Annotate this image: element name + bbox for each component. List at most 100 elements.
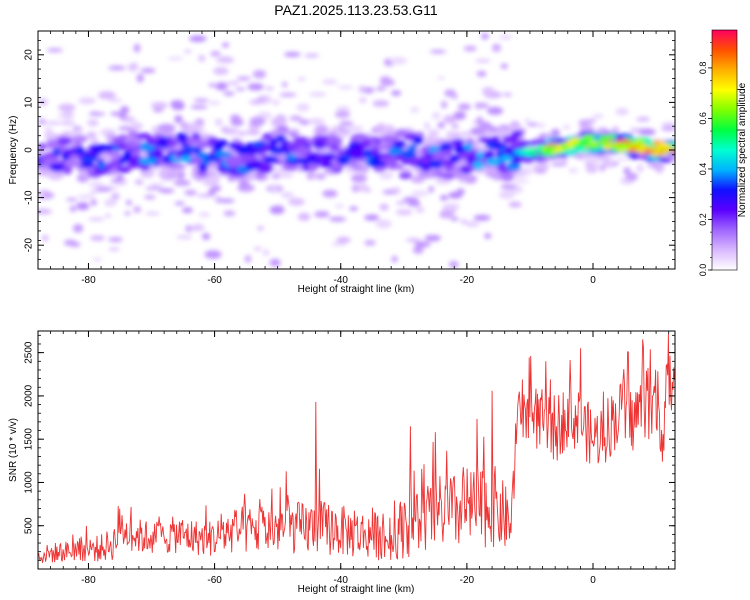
spectrogram-noise-cell	[270, 186, 278, 192]
spectrogram-noise-cell	[278, 173, 294, 178]
spectrogram-noise-cell	[221, 42, 230, 48]
spectrogram-noise-cell	[465, 221, 480, 227]
spectrogram-noise-cell	[364, 214, 380, 221]
spectrogram-noise-cell	[145, 186, 163, 191]
spectrogram-noise-cell	[158, 188, 175, 194]
spectrogram-noise-cell	[362, 87, 375, 94]
spectrogram-ridge-cell	[451, 138, 465, 146]
spectrogram-ridge-cell	[86, 131, 97, 139]
spectrogram-ridge-cell	[392, 140, 407, 149]
spectrogram-noise-cell	[463, 45, 477, 52]
spectrogram-noise-cell	[578, 119, 590, 126]
spectrogram-noise-cell	[378, 171, 394, 180]
spectrogram-noise-cell	[90, 235, 105, 241]
spectrogram-ridge-cell	[236, 145, 252, 155]
spectrogram-noise-cell	[481, 86, 495, 96]
spectrogram-noise-cell	[69, 205, 77, 213]
spectrogram-noise-cell	[322, 189, 338, 198]
spectrogram-x-tick-label: 0	[590, 275, 596, 286]
spectrogram-noise-cell	[44, 126, 53, 136]
spectrogram-noise-cell	[108, 237, 123, 243]
spectrogram-noise-cell	[439, 211, 454, 219]
snr-x-tick-label: -20	[460, 575, 475, 586]
spectrogram-noise-cell	[646, 163, 659, 168]
spectrogram-noise-cell	[133, 43, 141, 53]
spectrogram-ridge-cell	[485, 158, 501, 166]
spectrogram-noise-cell	[135, 179, 144, 185]
spectrogram-noise-cell	[498, 190, 515, 200]
snr-y-tick-label: 2000	[24, 384, 35, 407]
snr-y-tick-label: 1000	[24, 471, 35, 494]
spectrogram-ridge-cell	[427, 160, 443, 169]
spectrogram-noise-cell	[579, 124, 594, 133]
spectrogram-ridge-cell	[179, 121, 189, 130]
spectrogram-ridge-cell	[374, 144, 392, 151]
spectrogram-noise-cell	[223, 91, 235, 96]
snr-y-tick-label: 1500	[24, 428, 35, 451]
spectrogram-ridge-cell	[293, 136, 309, 145]
spectrogram-ridge-cell	[57, 139, 72, 146]
spectrogram-noise-cell	[143, 194, 156, 200]
spectrogram-noise-cell	[372, 100, 390, 107]
spectrogram-ridge-cell	[308, 162, 318, 172]
spectrogram-noise-cell	[281, 81, 288, 88]
spectrogram-noise-cell	[104, 198, 117, 207]
spectrogram-noise-cell	[56, 114, 74, 118]
spectrogram-ridge-cell	[180, 155, 193, 163]
spectrogram-marks	[38, 33, 675, 268]
spectrogram-noise-cell	[382, 189, 397, 195]
spectrogram-ridge-cell	[67, 159, 82, 168]
spectrogram-noise-cell	[314, 211, 330, 218]
spectrogram-y-tick-label: 0	[24, 147, 35, 153]
spectrogram-y-tick-label: 20	[24, 49, 35, 61]
spectrogram-noise-cell	[77, 194, 95, 199]
spectrogram-noise-cell	[89, 189, 98, 195]
spectrogram-ridge-cell	[117, 143, 129, 151]
spectrogram-noise-cell	[390, 90, 402, 96]
spectrogram-noise-cell	[108, 98, 123, 103]
spectrogram-noise-cell	[173, 179, 191, 187]
spectrogram-ridge-cell	[146, 137, 158, 146]
spectrogram-x-axis-label: Height of straight line (km)	[298, 284, 415, 295]
spectrogram-noise-cell	[500, 63, 509, 69]
spectrogram-noise-cell	[451, 124, 459, 129]
spectrogram-ridge-cell	[197, 140, 209, 149]
spectrogram-noise-cell	[92, 257, 102, 261]
figure-title: PAZ1.2025.113.23.53.G11	[274, 2, 438, 18]
spectrogram-noise-cell	[237, 131, 247, 137]
spectrogram-noise-cell	[90, 199, 97, 206]
spectrogram-noise-cell	[38, 118, 46, 125]
spectrogram-noise-cell	[57, 103, 76, 112]
spectrogram-noise-cell	[208, 83, 216, 87]
spectrogram-noise-cell	[288, 198, 305, 206]
spectrogram-noise-cell	[308, 92, 327, 97]
spectrogram-ridge-cell	[320, 153, 336, 162]
spectrogram-noise-cell	[500, 183, 517, 190]
spectrogram-ridge-cell	[482, 150, 495, 159]
spectrogram-noise-cell	[591, 113, 604, 119]
spectrogram-noise-cell	[174, 115, 183, 124]
spectrogram-ridge-cell	[463, 174, 478, 184]
spectrogram-ridge-cell	[350, 162, 363, 171]
spectrogram-noise-cell	[615, 108, 629, 116]
colorbar-tick-label: 0.4	[698, 163, 708, 176]
spectrogram-ridge-cell	[499, 154, 515, 161]
spectrogram-ridge-cell	[227, 155, 243, 165]
spectrogram-noise-cell	[625, 172, 638, 181]
snr-panel: -80 -60 -40 -20 0 500 1000 1500 2000 2500 Height …	[8, 330, 676, 595]
spectrogram-noise-cell	[215, 82, 228, 91]
spectrogram-noise-cell	[88, 112, 106, 116]
spectrogram-noise-cell	[226, 81, 240, 86]
spectrogram-noise-cell	[176, 235, 193, 240]
spectrogram-noise-cell	[193, 98, 209, 103]
spectrogram-ridge-cell	[412, 135, 424, 146]
spectrogram-noise-cell	[46, 48, 63, 53]
spectrogram-ridge-cell	[294, 157, 313, 165]
spectrogram-noise-cell	[304, 53, 320, 58]
spectrogram-noise-cell	[389, 57, 408, 65]
spectrogram-noise-cell	[271, 99, 280, 106]
spectrogram-noise-cell	[188, 225, 205, 231]
spectrogram-noise-cell	[442, 203, 460, 210]
spectrogram-noise-cell	[41, 234, 49, 242]
spectrogram-ridge-cell	[49, 162, 65, 172]
